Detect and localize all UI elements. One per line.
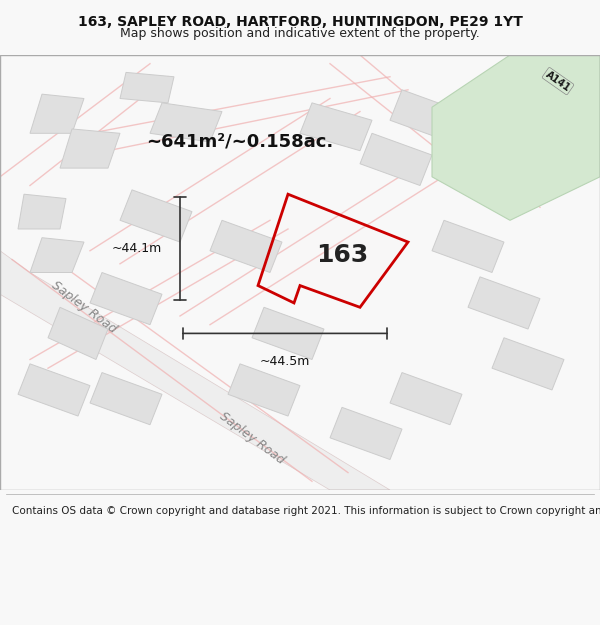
Text: Contains OS data © Crown copyright and database right 2021. This information is : Contains OS data © Crown copyright and d…	[12, 506, 600, 516]
Polygon shape	[252, 308, 324, 359]
Text: Sapley Road: Sapley Road	[217, 409, 287, 466]
Text: ~641m²/~0.158ac.: ~641m²/~0.158ac.	[146, 132, 334, 151]
Polygon shape	[120, 72, 174, 103]
Polygon shape	[432, 220, 504, 272]
Polygon shape	[120, 190, 192, 242]
Polygon shape	[48, 308, 108, 359]
Text: ~44.1m: ~44.1m	[112, 242, 162, 255]
Polygon shape	[60, 129, 120, 168]
Polygon shape	[90, 372, 162, 425]
Polygon shape	[18, 364, 90, 416]
Polygon shape	[432, 55, 600, 220]
Polygon shape	[228, 364, 300, 416]
Polygon shape	[300, 103, 372, 151]
Text: ~44.5m: ~44.5m	[260, 355, 310, 368]
Polygon shape	[0, 251, 390, 490]
Polygon shape	[150, 103, 222, 142]
Polygon shape	[258, 194, 408, 308]
Polygon shape	[390, 372, 462, 425]
Polygon shape	[18, 194, 66, 229]
Text: 163: 163	[316, 243, 368, 267]
Polygon shape	[210, 220, 282, 272]
Polygon shape	[390, 90, 462, 142]
Text: 163, SAPLEY ROAD, HARTFORD, HUNTINGDON, PE29 1YT: 163, SAPLEY ROAD, HARTFORD, HUNTINGDON, …	[77, 16, 523, 29]
Polygon shape	[90, 272, 162, 325]
Polygon shape	[30, 94, 84, 133]
Polygon shape	[468, 277, 540, 329]
Polygon shape	[492, 338, 564, 390]
Polygon shape	[330, 408, 402, 459]
Text: Sapley Road: Sapley Road	[49, 279, 119, 336]
Polygon shape	[360, 133, 432, 186]
Text: Map shows position and indicative extent of the property.: Map shows position and indicative extent…	[120, 27, 480, 39]
Polygon shape	[30, 238, 84, 272]
Text: A141: A141	[544, 69, 572, 93]
